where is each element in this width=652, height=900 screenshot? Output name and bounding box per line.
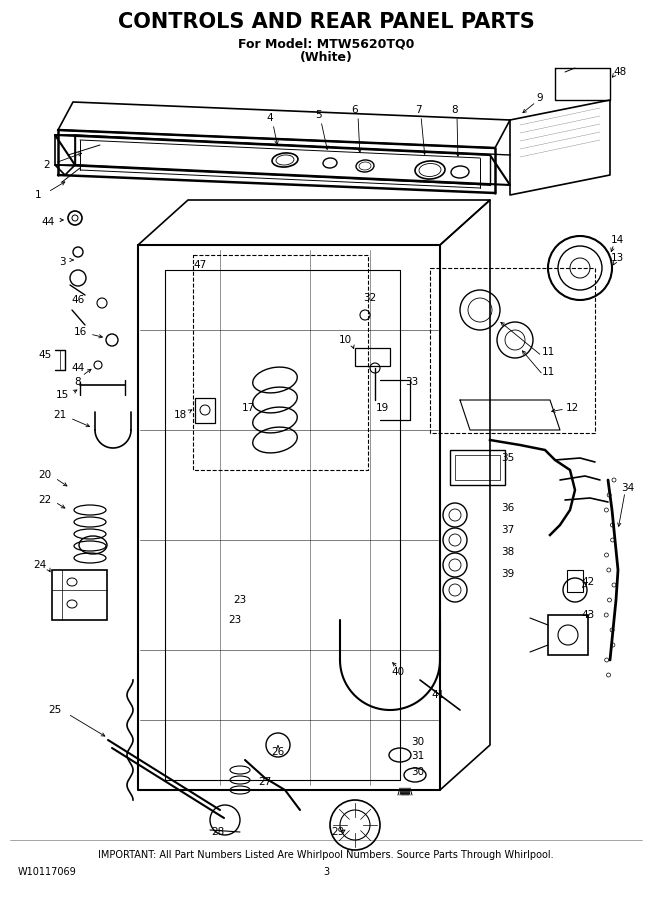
Text: 32: 32 — [363, 293, 377, 303]
Text: 30: 30 — [411, 767, 424, 777]
Text: 27: 27 — [258, 777, 272, 787]
Bar — [193, 255, 368, 470]
Bar — [548, 615, 588, 655]
Text: 5: 5 — [315, 110, 321, 120]
Text: 34: 34 — [621, 483, 634, 493]
Text: 35: 35 — [501, 453, 514, 463]
Text: 15: 15 — [55, 390, 68, 400]
Text: 23: 23 — [233, 595, 246, 605]
Bar — [430, 268, 595, 433]
Text: 1: 1 — [35, 190, 41, 200]
Text: 24: 24 — [33, 560, 47, 570]
Text: 18: 18 — [173, 410, 186, 420]
Text: 38: 38 — [501, 547, 514, 557]
Bar — [355, 348, 390, 366]
Text: (White): (White) — [299, 50, 353, 64]
Text: 10: 10 — [338, 335, 351, 345]
Text: 3: 3 — [323, 867, 329, 877]
Text: For Model: MTW5620TQ0: For Model: MTW5620TQ0 — [238, 38, 414, 50]
Text: 3: 3 — [59, 257, 65, 267]
Text: 23: 23 — [228, 615, 242, 625]
Text: 12: 12 — [565, 403, 578, 413]
Text: CONTROLS AND REAR PANEL PARTS: CONTROLS AND REAR PANEL PARTS — [117, 12, 535, 32]
Text: 48: 48 — [614, 67, 627, 77]
Text: 2: 2 — [44, 160, 50, 170]
Text: 11: 11 — [541, 367, 555, 377]
Text: 19: 19 — [376, 403, 389, 413]
Text: W10117069: W10117069 — [18, 867, 77, 877]
Text: 41: 41 — [432, 690, 445, 700]
Text: 25: 25 — [48, 705, 62, 715]
Text: 7: 7 — [415, 105, 421, 115]
Bar — [195, 398, 215, 423]
Text: 44: 44 — [41, 217, 55, 227]
Text: 6: 6 — [351, 105, 359, 115]
Text: 42: 42 — [582, 577, 595, 587]
Text: 22: 22 — [38, 495, 52, 505]
Text: 9: 9 — [537, 93, 543, 103]
Text: 13: 13 — [610, 253, 623, 263]
Text: 20: 20 — [38, 470, 52, 480]
Text: 31: 31 — [411, 751, 424, 761]
Text: IMPORTANT: All Part Numbers Listed Are Whirlpool Numbers. Source Parts Through W: IMPORTANT: All Part Numbers Listed Are W… — [98, 850, 554, 860]
Bar — [455, 455, 500, 480]
Text: 39: 39 — [501, 569, 514, 579]
Text: 8: 8 — [75, 377, 82, 387]
Text: 36: 36 — [501, 503, 514, 513]
Text: 26: 26 — [271, 747, 285, 757]
Text: 16: 16 — [74, 327, 87, 337]
Text: 8: 8 — [452, 105, 458, 115]
Text: 40: 40 — [391, 667, 404, 677]
Bar — [450, 450, 505, 485]
Text: 47: 47 — [194, 260, 207, 270]
Text: 4: 4 — [267, 113, 273, 123]
Text: 46: 46 — [71, 295, 85, 305]
Text: 43: 43 — [582, 610, 595, 620]
Text: 14: 14 — [610, 235, 623, 245]
Text: 44: 44 — [71, 363, 85, 373]
Text: 37: 37 — [501, 525, 514, 535]
Text: 45: 45 — [38, 350, 52, 360]
Text: 28: 28 — [211, 827, 225, 837]
Text: 33: 33 — [406, 377, 419, 387]
Text: 17: 17 — [241, 403, 255, 413]
Text: 21: 21 — [53, 410, 67, 420]
Text: 11: 11 — [541, 347, 555, 357]
Bar — [567, 570, 583, 592]
Bar — [52, 570, 107, 620]
Text: 29: 29 — [331, 827, 345, 837]
Text: 30: 30 — [411, 737, 424, 747]
